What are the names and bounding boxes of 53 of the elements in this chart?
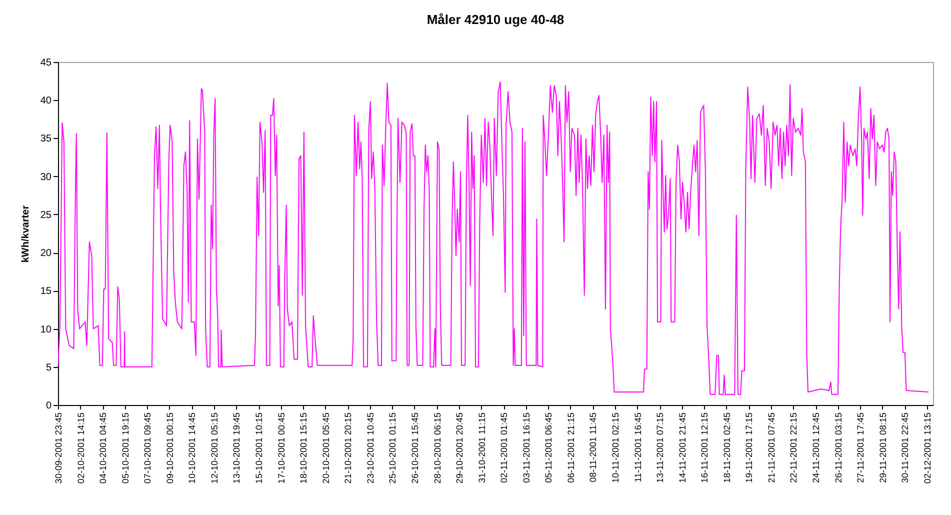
y-tick-label: 5 — [46, 362, 52, 374]
y-tick-label: 35 — [40, 134, 52, 145]
x-tick-label: 18-10-2001 15:15 — [298, 412, 309, 484]
x-tick-label: 16-11-2001 12:15 — [700, 412, 710, 483]
x-tick-label: 31-10-2001 11:15 — [476, 412, 487, 483]
x-tick-label: 08-11-2001 11:45 — [588, 412, 598, 482]
x-tick-label: 05-10-2001 19:15 — [120, 412, 130, 484]
y-tick-label: 10 — [40, 324, 52, 336]
x-tick-label: 30-11-2001 22:45 — [900, 412, 910, 483]
x-tick-label: 17-10-2001 00:45 — [276, 412, 286, 484]
x-tick-label: 11-11-2001 16:45 — [632, 412, 643, 482]
x-tick-label: 30-09-2001 23:45 — [54, 412, 64, 484]
y-tick-label: 25 — [40, 210, 52, 221]
x-tick-label: 02-12-2001 13:15 — [922, 412, 932, 484]
x-tick-label: 29-11-2001 08:15 — [878, 412, 888, 483]
x-tick-label: 21-10-2001 20:15 — [343, 412, 354, 484]
x-tick-label: 14-11-2001 21:45 — [677, 412, 688, 483]
x-tick-label: 26-10-2001 15:45 — [410, 412, 420, 484]
x-tick-label: 10-10-2001 14:45 — [187, 412, 198, 484]
chart-title: Måler 42910 uge 40-48 — [426, 12, 564, 27]
x-tick-label: 21-11-2001 07:45 — [766, 412, 776, 483]
x-tick-label: 13-11-2001 07:15 — [655, 412, 666, 483]
x-tick-label: 04-10-2001 04:45 — [98, 412, 108, 484]
x-tick-label: 28-10-2001 06:15 — [432, 412, 442, 484]
x-tick-label: 13-10-2001 19:45 — [232, 412, 242, 484]
x-tick-label: 29-10-2001 20:45 — [454, 412, 465, 484]
y-tick-label: 45 — [40, 58, 52, 68]
x-tick-label: 12-10-2001 05:15 — [209, 412, 220, 484]
x-tick-label: 25-10-2001 01:15 — [388, 412, 398, 484]
x-tick-label: 03-11-2001 16:15 — [521, 412, 532, 483]
x-tick-label: 23-10-2001 10:45 — [365, 412, 376, 484]
x-tick-label: 20-10-2001 05:45 — [320, 412, 331, 484]
y-tick-label: 40 — [40, 96, 52, 107]
y-tick-label: 20 — [40, 248, 52, 260]
x-tick-label: 02-11-2001 01:45 — [499, 412, 510, 483]
y-tick-label: 15 — [40, 286, 52, 298]
x-tick-label: 06-11-2001 21:15 — [566, 412, 576, 483]
y-tick-label: 0 — [46, 400, 52, 412]
x-tick-label: 18-11-2001 02:45 — [722, 412, 732, 483]
x-tick-label: 19-11-2001 17:15 — [744, 412, 754, 483]
x-tick-label: 15-10-2001 10:15 — [254, 412, 264, 484]
x-tick-label: 26-11-2001 03:15 — [833, 412, 844, 483]
x-tick-label: 27-11-2001 17:45 — [856, 412, 866, 483]
y-axis-title: kWh/kvarter — [20, 205, 32, 263]
x-tick-label: 02-10-2001 14:15 — [76, 412, 86, 484]
x-tick-label: 24-11-2001 12:45 — [811, 412, 822, 483]
x-tick-label: 05-11-2001 06:45 — [544, 412, 554, 483]
x-tick-label: 09-10-2001 00:15 — [164, 412, 175, 484]
x-tick-label: 07-10-2001 09:45 — [142, 412, 153, 484]
y-tick-label: 30 — [40, 172, 52, 183]
x-tick-label: 22-11-2001 22:15 — [788, 412, 799, 483]
x-tick-label: 10-11-2001 02:15 — [610, 412, 620, 483]
line-series — [58, 81, 929, 395]
